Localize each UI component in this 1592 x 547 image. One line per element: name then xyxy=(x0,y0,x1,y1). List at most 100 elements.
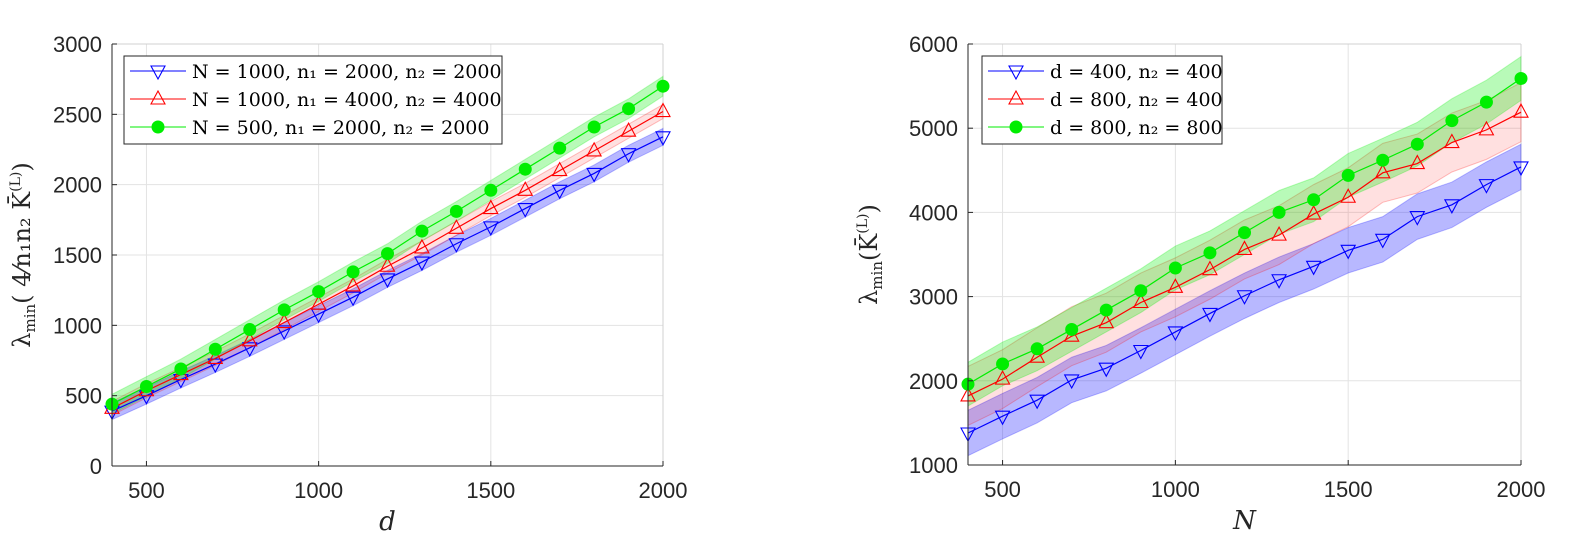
triangle-up-marker-icon xyxy=(1409,154,1426,170)
circle-marker-icon xyxy=(1479,95,1493,109)
triangle-up-marker-icon xyxy=(150,89,166,105)
triangle-down-marker-icon xyxy=(448,238,465,253)
x-tick-label: 1000 xyxy=(294,478,343,503)
circle-marker-icon xyxy=(1410,137,1424,151)
circle-marker-icon xyxy=(243,323,257,337)
triangle-down-marker-icon xyxy=(1513,161,1529,177)
triangle-up-marker-icon xyxy=(448,219,465,234)
triangle-up-marker-icon xyxy=(1236,240,1253,255)
circle-marker-icon xyxy=(1307,193,1321,207)
right-chart: 500 1000 1500 2000 1000 2000 3000 4000 5000 6000 N… xyxy=(855,32,1546,536)
triangle-up-marker-icon xyxy=(345,276,361,292)
circle-marker-icon xyxy=(449,204,463,218)
triangle-up-marker-icon xyxy=(1098,313,1115,329)
legend-item: N = 1000, n₁ = 2000, n₂ = 2000 xyxy=(130,61,502,83)
y-tick-label: 500 xyxy=(65,384,102,409)
circle-marker-icon xyxy=(1341,168,1355,182)
x-tick-label: 500 xyxy=(128,478,165,503)
y-tick-label: 6000 xyxy=(909,32,958,57)
triangle-up-marker-icon xyxy=(310,295,327,310)
triangle-down-marker-icon xyxy=(1443,199,1460,214)
triangle-up-marker-icon xyxy=(1167,278,1184,293)
circle-marker-icon xyxy=(996,357,1010,371)
triangle-down-marker-icon xyxy=(150,65,166,81)
series-line xyxy=(111,136,664,412)
y-tick-label: 2000 xyxy=(909,369,958,394)
y-tick-label: 1500 xyxy=(53,243,102,268)
circle-marker-icon xyxy=(381,247,394,261)
y-axis-label: λmin( 4⁄n₁n₂ K̄(L)) xyxy=(8,162,39,348)
y-tick-label: 1000 xyxy=(909,453,958,478)
triangle-up-marker-icon xyxy=(586,141,603,157)
legend-box xyxy=(123,55,503,145)
circle-marker-icon xyxy=(518,162,532,176)
triangle-down-marker-icon xyxy=(1478,179,1495,194)
triangle-down-marker-icon xyxy=(551,184,568,200)
circle-marker-icon xyxy=(1134,284,1148,298)
series-line xyxy=(967,111,1522,397)
triangle-up-marker-icon xyxy=(1271,225,1287,241)
y-tick-label: 5000 xyxy=(909,116,958,141)
circle-marker-icon xyxy=(1445,114,1459,128)
triangle-down-marker-icon xyxy=(1098,362,1115,378)
circle-marker-icon xyxy=(312,285,326,299)
triangle-down-marker-icon xyxy=(994,410,1011,426)
triangle-down-marker-icon xyxy=(1029,394,1046,410)
y-tick-label: 1000 xyxy=(53,313,102,338)
triangle-up-marker-icon xyxy=(1374,163,1391,179)
x-axis-label: d xyxy=(379,507,396,537)
y-tick-label: 3000 xyxy=(53,32,102,57)
legend-item: N = 500, n₁ = 2000, n₂ = 2000 xyxy=(130,117,489,139)
triangle-up-marker-icon xyxy=(1513,103,1529,118)
triangle-down-marker-icon xyxy=(414,256,430,272)
y-tick-label: 4000 xyxy=(909,200,958,225)
legend-label: N = 1000, n₁ = 2000, n₂ = 2000 xyxy=(192,61,502,83)
y-tick-label: 2000 xyxy=(53,173,102,198)
circle-marker-icon xyxy=(656,79,670,93)
triangle-up-marker-icon xyxy=(1478,120,1495,136)
circle-marker-icon xyxy=(1168,261,1182,275)
triangle-up-marker-icon xyxy=(655,102,671,118)
triangle-down-marker-icon xyxy=(1409,211,1426,226)
circle-marker-icon xyxy=(622,102,636,116)
circle-marker-icon xyxy=(139,380,153,394)
triangle-up-marker-icon xyxy=(1305,204,1322,220)
triangle-down-marker-icon xyxy=(1305,260,1322,276)
triangle-up-marker-icon xyxy=(1340,188,1357,203)
circle-marker-icon xyxy=(1376,153,1390,167)
triangle-down-marker-icon xyxy=(586,167,603,183)
triangle-down-marker-icon xyxy=(655,131,671,147)
triangle-up-marker-icon xyxy=(620,122,637,137)
triangle-down-marker-icon xyxy=(1063,374,1080,390)
triangle-down-marker-icon xyxy=(517,203,534,218)
triangle-up-marker-icon xyxy=(241,331,258,347)
triangle-up-marker-icon xyxy=(482,199,499,215)
triangle-up-marker-icon xyxy=(1443,133,1460,149)
triangle-up-marker-icon xyxy=(379,257,396,272)
triangle-up-marker-icon xyxy=(517,181,534,196)
legend-label: N = 1000, n₁ = 4000, n₂ = 4000 xyxy=(192,89,502,111)
triangle-down-marker-icon xyxy=(241,342,258,358)
circle-marker-icon xyxy=(1203,246,1217,260)
triangle-down-marker-icon xyxy=(345,291,361,307)
series-line xyxy=(967,166,1522,434)
circle-marker-icon xyxy=(1099,303,1113,317)
circle-marker-icon xyxy=(415,224,429,238)
legend-label: N = 500, n₁ = 2000, n₂ = 2000 xyxy=(192,117,489,139)
triangle-up-marker-icon xyxy=(276,313,293,329)
circle-marker-icon xyxy=(1514,72,1528,86)
circle-marker-icon xyxy=(174,362,188,376)
triangle-down-marker-icon xyxy=(1202,307,1218,323)
circle-marker-icon xyxy=(1030,342,1044,356)
x-tick-label: 1000 xyxy=(1151,477,1200,502)
x-tick-label: 2000 xyxy=(1497,477,1546,502)
triangle-down-marker-icon xyxy=(1132,344,1149,360)
triangle-up-marker-icon xyxy=(551,161,568,177)
triangle-up-marker-icon xyxy=(1132,293,1149,309)
triangle-down-marker-icon xyxy=(276,325,293,341)
triangle-up-marker-icon xyxy=(1008,89,1024,105)
triangle-up-marker-icon xyxy=(994,369,1011,385)
triangle-up-marker-icon xyxy=(207,349,224,364)
circle-marker-icon xyxy=(484,183,498,197)
